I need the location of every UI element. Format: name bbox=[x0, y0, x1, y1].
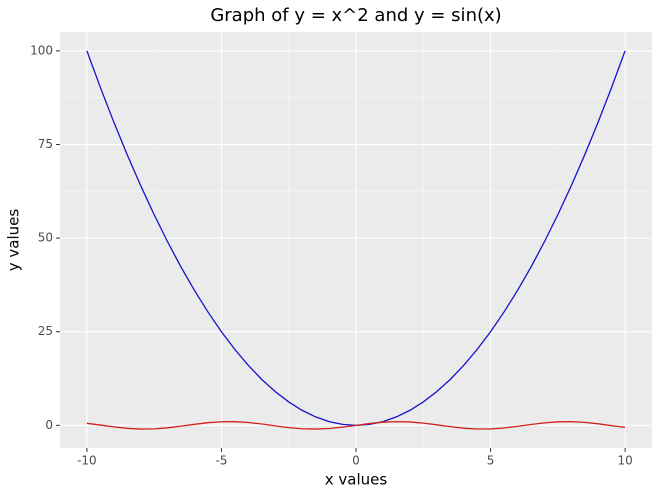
y-tick-label: 50 bbox=[38, 231, 53, 245]
chart-title: Graph of y = x^2 and y = sin(x) bbox=[210, 5, 501, 26]
y-tick-label: 75 bbox=[38, 137, 53, 151]
x-tick-label: -10 bbox=[77, 454, 97, 468]
x-tick-label: -5 bbox=[215, 454, 227, 468]
y-tick-label: 0 bbox=[45, 418, 53, 432]
y-axis-label: y values bbox=[5, 209, 23, 272]
series-line bbox=[86, 420, 626, 430]
x-tick-label: 0 bbox=[352, 454, 360, 468]
x-tick-label: 5 bbox=[487, 454, 495, 468]
y-tick-label: 25 bbox=[38, 324, 53, 338]
x-tick-label: 10 bbox=[617, 454, 632, 468]
x-axis-label: x values bbox=[325, 471, 388, 489]
y-tick-label: 100 bbox=[30, 43, 53, 57]
